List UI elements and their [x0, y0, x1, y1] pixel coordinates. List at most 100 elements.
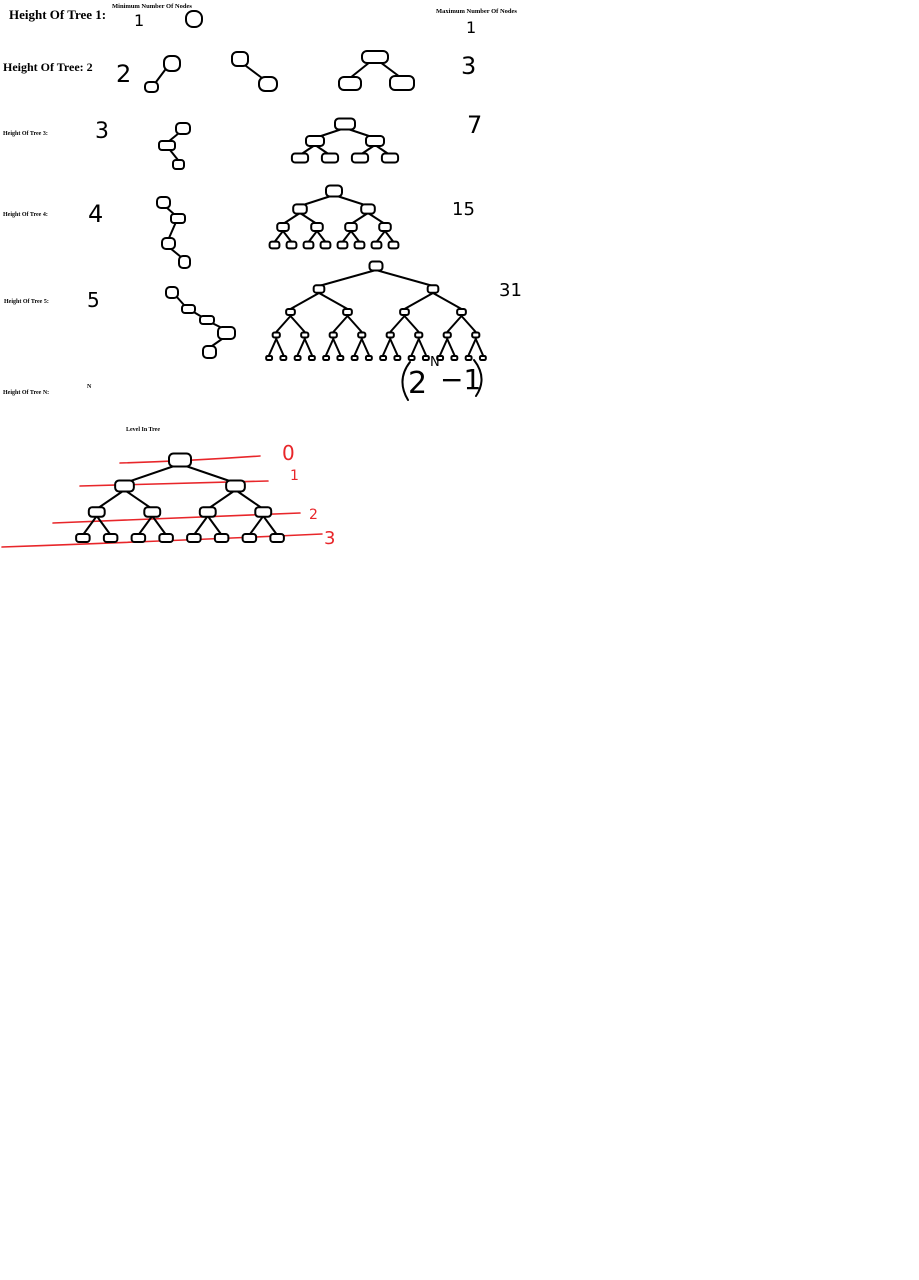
tree-node [399, 307, 410, 317]
tree-node [312, 284, 326, 294]
tree-node [456, 307, 467, 317]
tree-node [254, 506, 273, 518]
tree-node [421, 354, 430, 362]
tree-node [285, 307, 296, 317]
min-tree-height-4 [156, 196, 191, 269]
height-n-label: Height Of Tree N: [3, 390, 50, 396]
tree-node [87, 506, 106, 518]
tree-edge [137, 515, 154, 536]
min-tree-height-2 [144, 55, 181, 93]
tree-node [102, 533, 119, 543]
tree-edge [439, 338, 449, 356]
tree-edge [467, 338, 477, 356]
level-label-0: 0 [282, 441, 295, 465]
max-nodes-3: 7 [467, 111, 482, 139]
tree-node [442, 331, 452, 339]
tree-edge [123, 489, 154, 510]
tree-node [360, 203, 376, 215]
tree-edge [206, 515, 223, 536]
tree-node [319, 240, 332, 250]
tree-edge [341, 230, 352, 243]
tree-edge [332, 315, 349, 333]
tree-node [114, 479, 135, 493]
tree-node [265, 354, 274, 362]
tree-node [186, 533, 202, 543]
tree-node [342, 307, 353, 317]
height-5-label: Height Of Tree 5: [4, 299, 49, 305]
tree-edge [234, 489, 265, 510]
tree-edge [262, 515, 279, 536]
tree-edge [289, 292, 320, 310]
formula-exponent: N [430, 355, 440, 370]
level-in-tree-title: Level In Tree [126, 427, 160, 433]
tree-node [426, 284, 440, 294]
tree-node [305, 135, 325, 147]
max-nodes-1: 1 [466, 18, 476, 37]
tree-node [328, 331, 338, 339]
tree-node [336, 354, 345, 362]
tree-node [271, 331, 281, 339]
tree-node [241, 533, 258, 543]
max-tree-height-2 [338, 50, 415, 91]
max-nodes-2: 3 [461, 52, 476, 80]
max-nodes-formula: 2 N −1 [401, 355, 483, 401]
tree-edge [275, 338, 285, 356]
tree-node [285, 240, 298, 250]
tree-node [310, 222, 324, 232]
tree-node [464, 354, 473, 362]
tree-node [471, 331, 481, 339]
tree-edge [474, 338, 484, 356]
min-nodes-5: 5 [87, 288, 100, 312]
tree-node [75, 533, 91, 543]
tree-edge [192, 515, 209, 536]
tree-edge [382, 338, 392, 356]
tree-edge [316, 230, 327, 243]
tree-node [478, 354, 487, 362]
tree-node [269, 533, 285, 543]
max-tree-height-4 [268, 184, 400, 250]
level-line-1 [79, 480, 269, 487]
tree-node [302, 240, 315, 250]
tree-edge [346, 315, 363, 333]
tree-node [357, 331, 367, 339]
tree-edge [95, 515, 112, 536]
tree-edge [446, 338, 456, 356]
tree-node [350, 152, 370, 164]
tree-node [379, 354, 388, 362]
max-tree-height-5 [265, 260, 487, 362]
tree-node [300, 331, 310, 339]
tree-node [334, 117, 356, 131]
formula-base: 2 [408, 366, 427, 401]
tree-edge [303, 338, 313, 356]
tree-node [293, 354, 302, 362]
tree-node [225, 479, 246, 493]
tree-node [198, 506, 217, 518]
height-4-label: Height Of Tree 4: [3, 212, 48, 218]
tree-node [143, 506, 162, 518]
tree-edge [403, 315, 420, 333]
level-tree [75, 452, 285, 543]
tree-edge [318, 292, 349, 310]
tree-edge [268, 338, 278, 356]
height-3-label: Height Of Tree 3: [3, 131, 48, 137]
tree-node [292, 203, 308, 215]
tree-node [276, 222, 290, 232]
tree-edge [350, 230, 361, 243]
tree-edge [275, 315, 292, 333]
tree-node [307, 354, 316, 362]
tree-edge [432, 292, 463, 310]
tree-node [268, 240, 281, 250]
tree-node [365, 135, 385, 147]
tree-node [325, 184, 343, 198]
height-2-label: Height Of Tree: 2 [3, 60, 93, 74]
tree-node [380, 152, 400, 164]
tree-edge [95, 489, 126, 510]
tree-node [364, 354, 373, 362]
tree-edge [375, 269, 434, 287]
level-label-3: 3 [324, 528, 335, 549]
tree-node [350, 354, 359, 362]
tree-edge [206, 489, 237, 510]
tree-node [414, 331, 424, 339]
tree-edge [123, 463, 181, 484]
max-nodes-4: 15 [452, 199, 475, 220]
